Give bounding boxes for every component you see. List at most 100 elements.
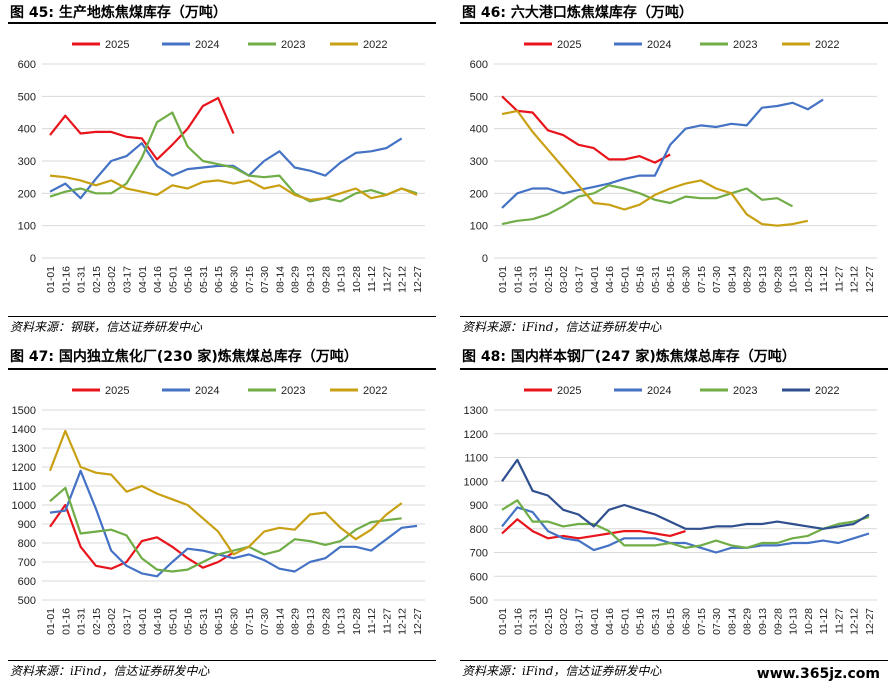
title-rule bbox=[460, 22, 888, 24]
y-tick-label: 500 bbox=[18, 91, 36, 103]
x-tick-label: 05-16 bbox=[183, 608, 195, 635]
x-tick-label: 01-31 bbox=[76, 608, 88, 635]
x-tick-label: 12-12 bbox=[849, 608, 861, 635]
x-tick-label: 06-30 bbox=[229, 608, 241, 635]
x-tick-label: 03-17 bbox=[573, 608, 585, 635]
panel-title: 图 48: 国内样本钢厂(247 家)炼焦煤总库存（万吨） bbox=[462, 349, 796, 365]
x-tick-label: 05-01 bbox=[619, 608, 631, 635]
legend-label: 2022 bbox=[363, 385, 387, 397]
y-tick-label: 1100 bbox=[464, 453, 488, 465]
series-line-2023 bbox=[49, 111, 418, 203]
x-tick-label: 01-31 bbox=[528, 266, 540, 293]
x-tick-label: 04-01 bbox=[137, 608, 149, 635]
y-tick-label: 0 bbox=[482, 253, 488, 265]
chart-45: 2025 2024 2023 2022 0 100 200 300 400 500 600 01-01… bbox=[18, 39, 425, 293]
x-tick-label: 05-16 bbox=[635, 608, 647, 635]
panel-47: 图 47: 国内独立焦化厂(230 家)炼焦煤总库存（万吨） 2025 2024 2… bbox=[0, 344, 438, 684]
x-tick-label: 06-30 bbox=[681, 266, 693, 293]
y-tick-label: 100 bbox=[470, 221, 488, 233]
x-tick-label: 11-27 bbox=[381, 608, 393, 634]
source-rule bbox=[460, 316, 888, 317]
x-tick-label: 05-01 bbox=[167, 266, 179, 293]
title-rule bbox=[8, 368, 436, 370]
x-tick-label: 06-15 bbox=[213, 266, 225, 293]
x-tick-label: 01-01 bbox=[497, 608, 509, 635]
x-tick-label: 04-01 bbox=[589, 266, 601, 293]
x-tick-label: 10-28 bbox=[803, 266, 815, 293]
y-tick-label: 300 bbox=[470, 156, 488, 168]
x-tick-label: 09-13 bbox=[305, 608, 317, 635]
legend-label: 2022 bbox=[815, 385, 839, 397]
x-tick-label: 02-15 bbox=[543, 266, 555, 293]
x-tick-label: 09-28 bbox=[320, 266, 332, 293]
x-tick-label: 09-28 bbox=[772, 266, 784, 293]
y-tick-label: 600 bbox=[470, 59, 488, 71]
x-tick-label: 05-16 bbox=[183, 266, 195, 293]
title-rule bbox=[8, 22, 436, 24]
x-tick-label: 09-28 bbox=[320, 608, 332, 635]
x-tick-label: 11-12 bbox=[818, 608, 830, 634]
y-tick-label: 600 bbox=[18, 576, 36, 588]
y-tick-label: 600 bbox=[470, 571, 488, 583]
x-tick-label: 03-17 bbox=[121, 266, 133, 293]
x-tick-label: 09-13 bbox=[757, 608, 769, 635]
legend-label: 2023 bbox=[733, 39, 757, 51]
x-tick-label: 10-13 bbox=[336, 266, 348, 293]
y-tick-label: 100 bbox=[18, 221, 36, 233]
x-tick-label: 07-15 bbox=[244, 266, 256, 293]
source-rule bbox=[460, 660, 888, 661]
x-tick-label: 11-27 bbox=[833, 266, 845, 292]
x-tick-label: 12-27 bbox=[412, 266, 424, 293]
x-tick-label: 12-27 bbox=[864, 266, 876, 293]
series-line-2023 bbox=[501, 184, 794, 226]
legend-label: 2025 bbox=[105, 39, 129, 51]
y-tick-label: 500 bbox=[470, 91, 488, 103]
x-tick-label: 07-30 bbox=[259, 608, 271, 635]
y-tick-label: 500 bbox=[470, 595, 488, 607]
x-tick-label: 05-31 bbox=[650, 608, 662, 635]
x-tick-label: 03-02 bbox=[558, 608, 570, 635]
x-tick-label: 04-01 bbox=[137, 266, 149, 293]
x-tick-label: 07-15 bbox=[696, 266, 708, 293]
series-line-2025 bbox=[501, 95, 671, 164]
y-tick-label: 300 bbox=[18, 156, 36, 168]
x-tick-label: 01-16 bbox=[60, 266, 72, 293]
x-tick-label: 12-12 bbox=[397, 608, 409, 635]
panel-title: 图 45: 生产地炼焦煤库存（万吨） bbox=[10, 5, 227, 21]
x-tick-label: 09-13 bbox=[305, 266, 317, 293]
series-line-2024 bbox=[501, 506, 870, 554]
source-text: 资料来源：iFind，信达证券研发中心 bbox=[462, 320, 662, 334]
x-tick-label: 04-01 bbox=[589, 608, 601, 635]
x-tick-label: 05-31 bbox=[198, 608, 210, 635]
x-tick-label: 03-02 bbox=[558, 266, 570, 293]
x-tick-label: 10-28 bbox=[803, 608, 815, 635]
x-tick-label: 10-13 bbox=[336, 608, 348, 635]
x-tick-label: 11-12 bbox=[818, 266, 830, 292]
chart-47: 2025 2024 2023 2022 500 600 700 800 900 1000 1100 1… bbox=[12, 385, 425, 635]
panel-48: 图 48: 国内样本钢厂(247 家)炼焦煤总库存（万吨） 2025 2024 20… bbox=[452, 344, 890, 684]
series-line-2024 bbox=[501, 98, 824, 209]
x-tick-label: 09-28 bbox=[772, 608, 784, 635]
y-tick-label: 500 bbox=[18, 595, 36, 607]
series-line-2022 bbox=[48, 429, 403, 556]
x-tick-label: 05-31 bbox=[650, 266, 662, 293]
legend-label: 2023 bbox=[281, 385, 305, 397]
legend-label: 2022 bbox=[815, 39, 839, 51]
legend-label: 2025 bbox=[557, 39, 581, 51]
y-tick-label: 900 bbox=[18, 519, 36, 531]
x-tick-label: 07-30 bbox=[259, 266, 271, 293]
x-tick-label: 06-15 bbox=[665, 608, 677, 635]
x-tick-label: 04-16 bbox=[152, 608, 164, 635]
series-line-2023 bbox=[501, 499, 870, 549]
x-tick-label: 08-29 bbox=[742, 608, 754, 635]
x-tick-label: 05-16 bbox=[635, 266, 647, 293]
x-tick-label: 01-01 bbox=[45, 608, 57, 635]
x-tick-label: 01-31 bbox=[76, 266, 88, 293]
x-tick-label: 05-01 bbox=[619, 266, 631, 293]
panel-45: 图 45: 生产地炼焦煤库存（万吨） 2025 2024 2023 2022 0 100 2… bbox=[0, 0, 438, 342]
y-tick-label: 1000 bbox=[12, 500, 36, 512]
panel-title: 图 46: 六大港口炼焦煤库存（万吨） bbox=[462, 5, 693, 21]
y-tick-label: 400 bbox=[470, 124, 488, 136]
x-tick-label: 10-28 bbox=[351, 608, 363, 635]
series-line-2022 bbox=[49, 174, 418, 201]
